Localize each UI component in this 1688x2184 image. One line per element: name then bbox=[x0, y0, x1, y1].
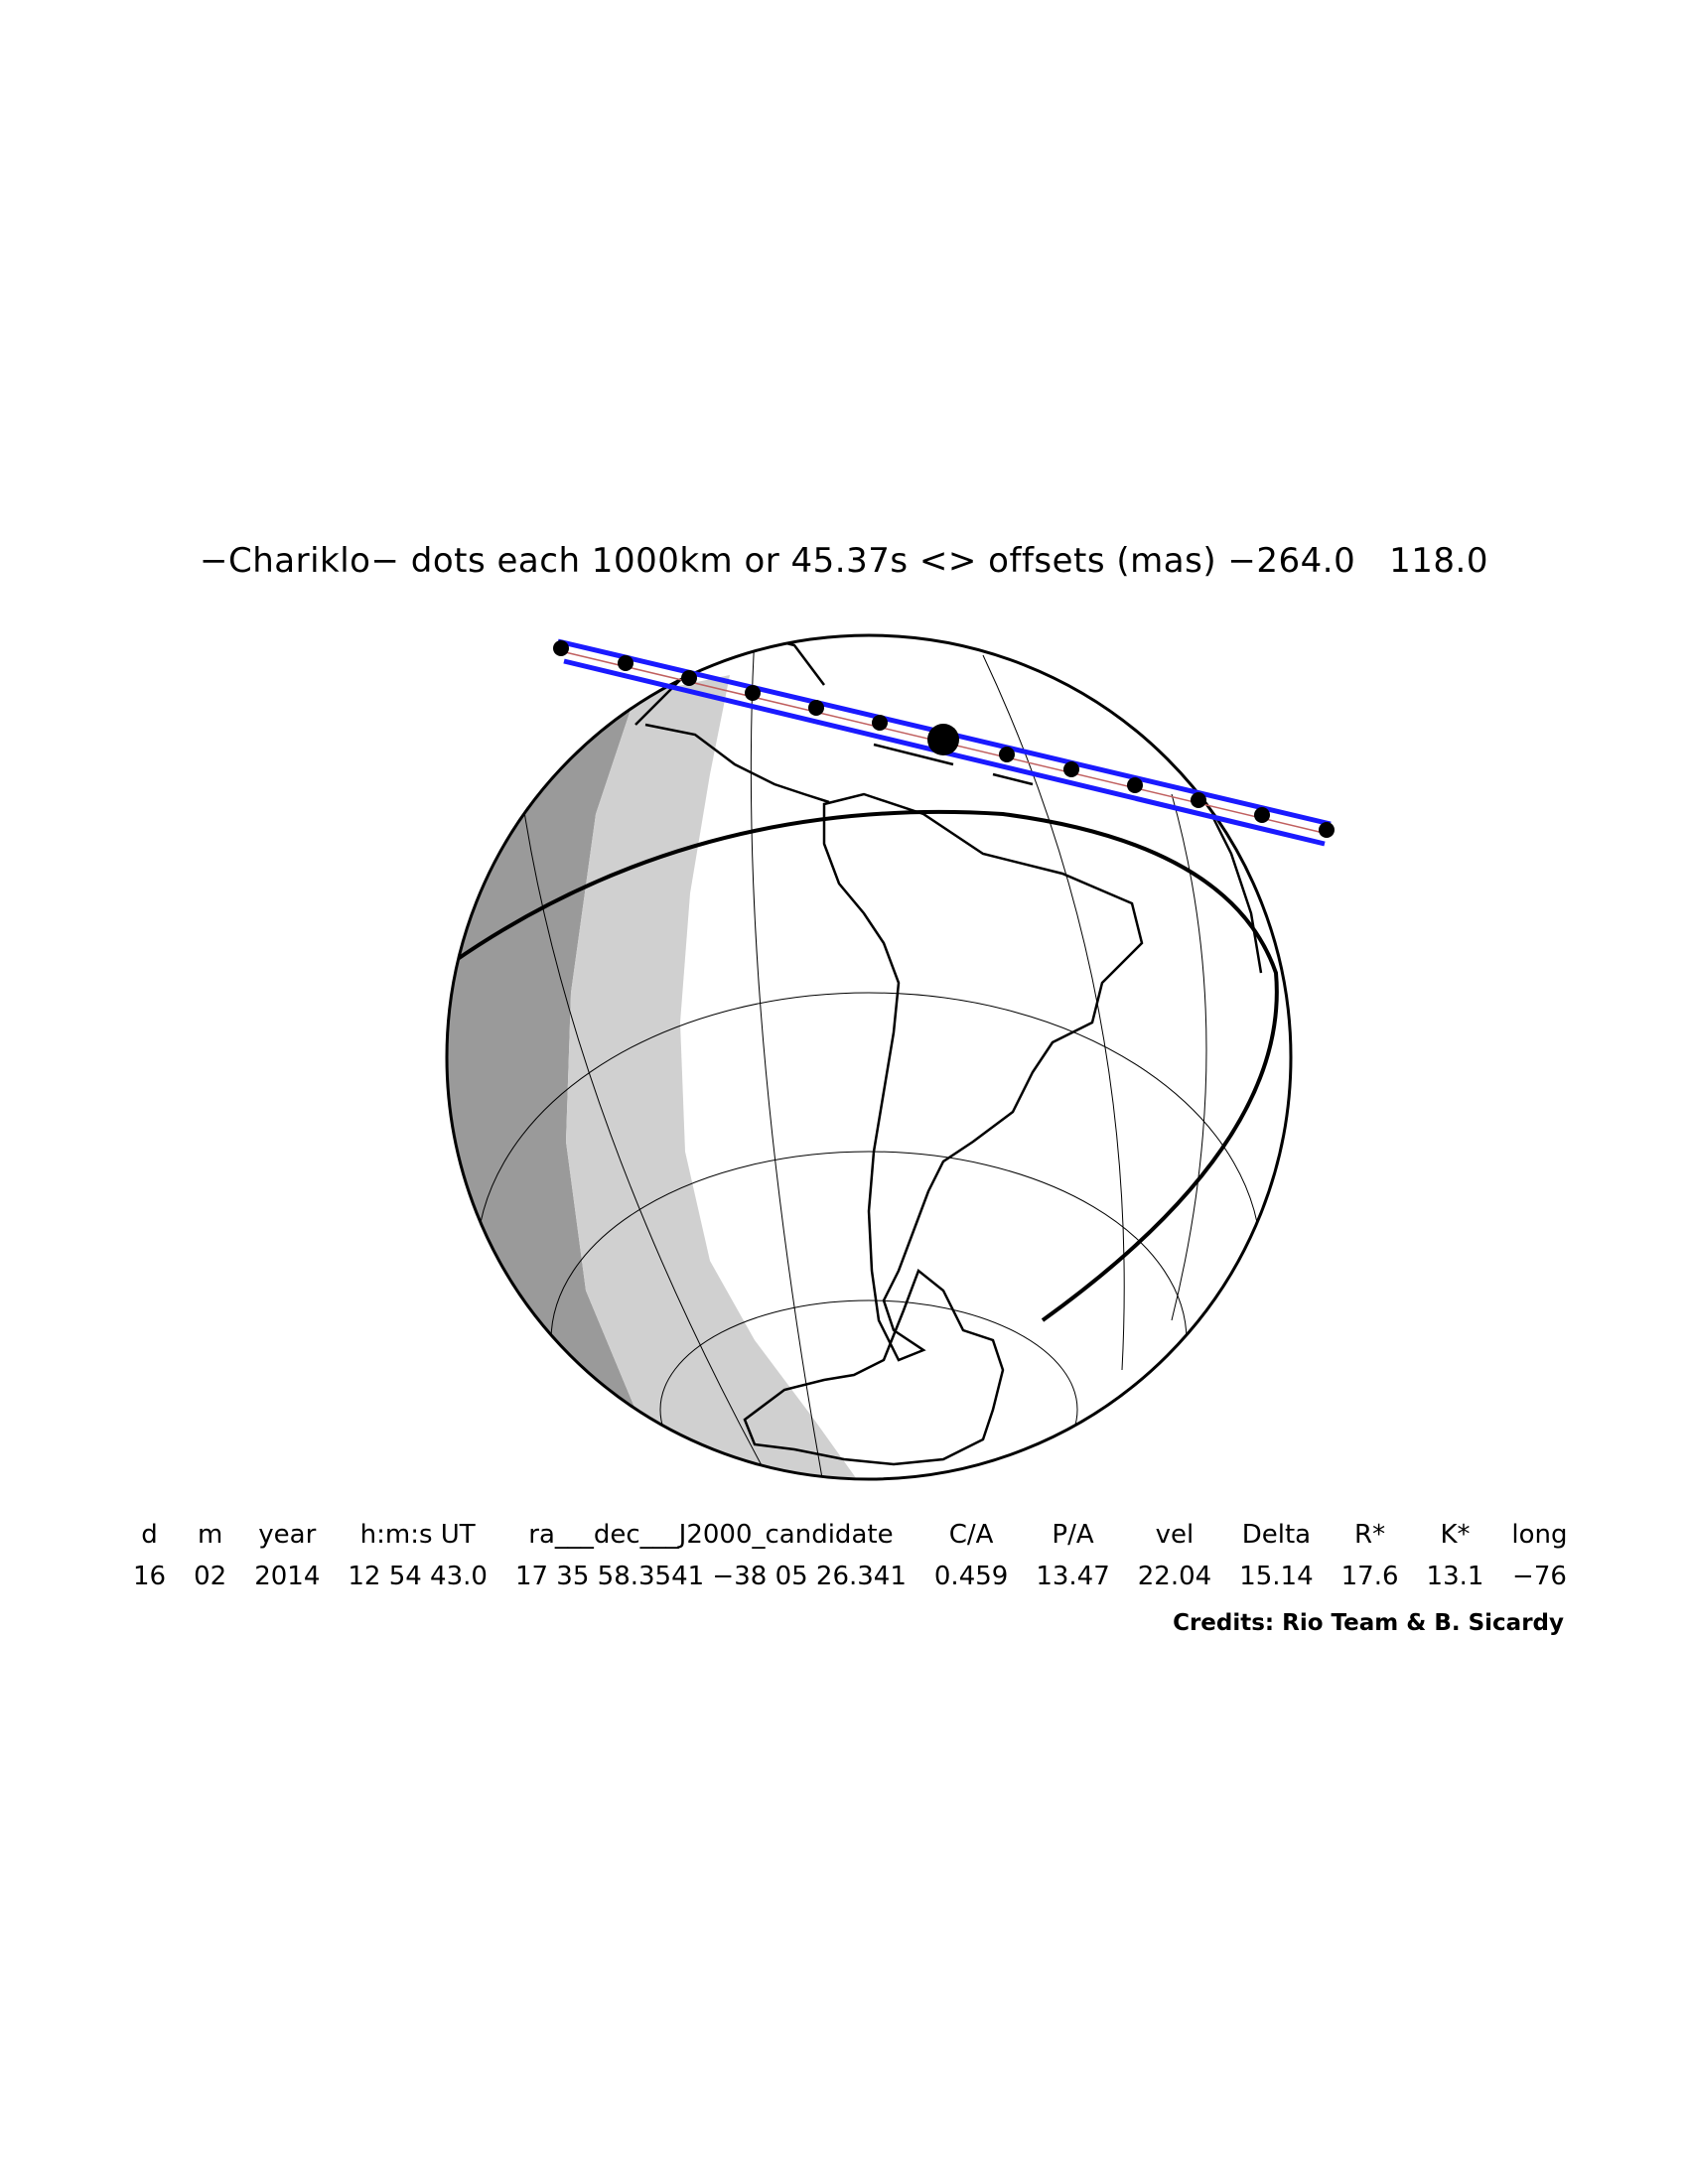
path-dot bbox=[999, 747, 1015, 762]
globe-outline bbox=[445, 633, 1293, 1481]
path-dot bbox=[1319, 822, 1335, 838]
table-value-row: 16 02 2014 12 54 43.0 17 35 58.3541 −38 05 2… bbox=[119, 1556, 1582, 1597]
path-dot bbox=[872, 715, 888, 731]
shadow-limb bbox=[450, 809, 1279, 1322]
table-header-cell: year bbox=[258, 1520, 317, 1550]
path-dot bbox=[618, 655, 633, 671]
table-header-cell: P/A bbox=[1052, 1520, 1094, 1550]
table-header-cell: Delta bbox=[1241, 1520, 1312, 1550]
table-value-cell: 22.04 bbox=[1137, 1562, 1212, 1591]
table-value-cell: −76 bbox=[1512, 1562, 1567, 1591]
table-header-cell: K* bbox=[1440, 1520, 1471, 1550]
table-value-cell: 02 bbox=[194, 1562, 227, 1591]
south-america-outline bbox=[822, 792, 1144, 1362]
table-value-cell: 17 35 58.3541 −38 05 26.341 bbox=[514, 1562, 907, 1591]
table-header-cell: h:m:s UT bbox=[359, 1520, 476, 1550]
path-dot bbox=[808, 700, 824, 716]
path-dot bbox=[1063, 761, 1079, 777]
antarctica-outline bbox=[743, 1268, 1005, 1466]
table-value-cell: 12 54 43.0 bbox=[348, 1562, 488, 1591]
path-center-dot bbox=[927, 724, 959, 755]
caribbean-outline bbox=[873, 743, 1034, 786]
table-value-cell: 2014 bbox=[254, 1562, 321, 1591]
table-header-cell: d bbox=[141, 1520, 158, 1550]
path-dot bbox=[681, 670, 697, 686]
table-value-cell: 13.47 bbox=[1036, 1562, 1110, 1591]
table-value-cell: 17.6 bbox=[1340, 1562, 1399, 1591]
path-dot bbox=[1127, 777, 1143, 793]
table-header-cell: m bbox=[197, 1520, 223, 1550]
credits-text: Credits: Rio Team & B. Sicardy bbox=[1173, 1610, 1564, 1636]
table-header-cell: C/A bbox=[948, 1520, 994, 1550]
map-title: −Chariklo− dots each 1000km or 45.37s <>… bbox=[200, 541, 1488, 581]
table-header-cell: ra___dec___J2000_candidate bbox=[528, 1520, 894, 1550]
occultation-path bbox=[553, 638, 1335, 847]
continents bbox=[634, 635, 1263, 1466]
path-dot bbox=[745, 685, 761, 701]
table-header-cell: R* bbox=[1354, 1520, 1386, 1550]
table-value-cell: 16 bbox=[133, 1562, 167, 1591]
path-dot bbox=[1191, 792, 1206, 808]
table-value-cell: 13.1 bbox=[1426, 1562, 1484, 1591]
table-value-cell: 0.459 bbox=[933, 1562, 1009, 1591]
table-header-row: d m year h:m:s UT ra___dec___J2000_candidate… bbox=[119, 1514, 1582, 1556]
path-dot bbox=[1254, 807, 1270, 823]
africa-edge-outline bbox=[1209, 813, 1263, 974]
twilight-region bbox=[566, 675, 864, 1479]
table-header-cell: long bbox=[1511, 1520, 1568, 1550]
path-dots bbox=[553, 640, 1335, 838]
central-america-outline bbox=[644, 723, 830, 804]
table-header-cell: vel bbox=[1155, 1520, 1195, 1550]
occultation-parameters-table: d m year h:m:s UT ra___dec___J2000_candidate… bbox=[119, 1514, 1582, 1597]
path-dot bbox=[553, 640, 569, 656]
table-value-cell: 15.14 bbox=[1239, 1562, 1314, 1591]
